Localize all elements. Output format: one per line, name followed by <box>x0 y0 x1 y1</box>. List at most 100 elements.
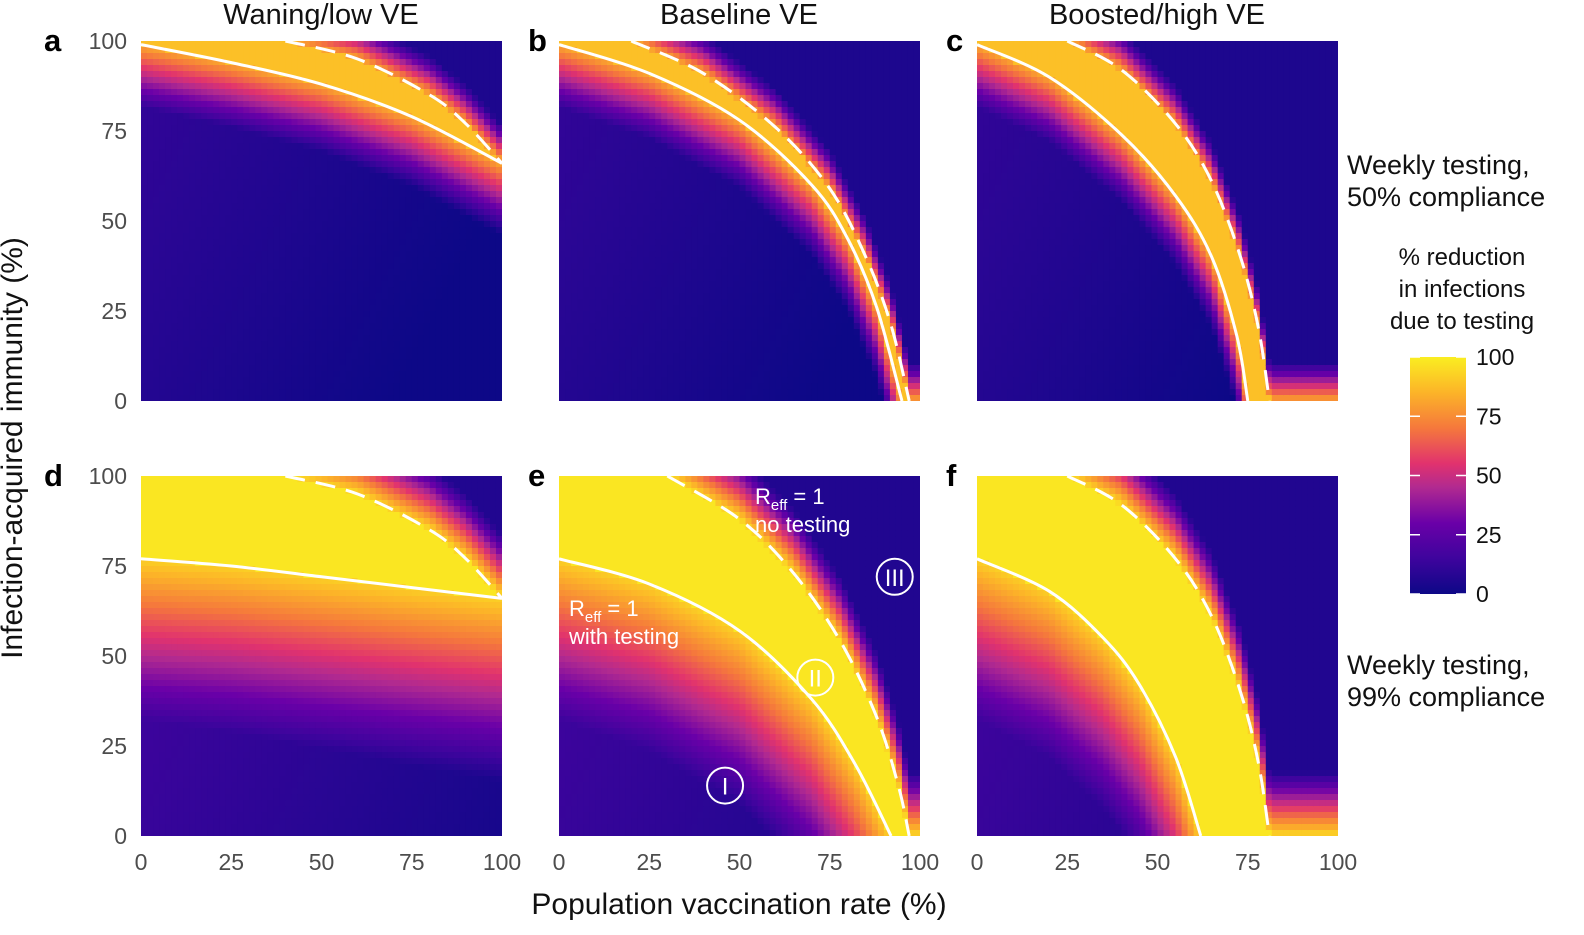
heatmap-cell <box>583 215 590 222</box>
heatmap-cell <box>364 179 371 186</box>
heatmap-cell <box>201 131 208 138</box>
heatmap-cell <box>679 125 686 132</box>
heatmap-cell <box>322 383 329 390</box>
heatmap-cell <box>183 149 190 156</box>
heatmap-cell <box>595 281 602 288</box>
heatmap-cell <box>649 209 656 216</box>
heatmap-cell <box>607 371 614 378</box>
heatmap-cell <box>667 275 674 282</box>
heatmap-cell <box>460 185 467 192</box>
heatmap-cell <box>165 383 172 390</box>
heatmap-cell <box>673 257 680 264</box>
heatmap-cell <box>213 329 220 336</box>
heatmap-cell <box>691 203 698 210</box>
heatmap-cell <box>261 287 268 294</box>
heatmap-cell <box>442 269 449 276</box>
heatmap-cell <box>165 281 172 288</box>
heatmap-cell <box>358 311 365 318</box>
heatmap-cell <box>595 185 602 192</box>
heatmap-cell <box>171 239 178 246</box>
heatmap-cell <box>661 371 668 378</box>
heatmap-cell <box>619 101 626 108</box>
heatmap-cell <box>141 311 148 318</box>
heatmap-cell <box>394 149 401 156</box>
heatmap-cell <box>565 377 572 384</box>
heatmap-cell <box>484 317 491 324</box>
heatmap-cell <box>661 197 668 204</box>
heatmap-cell <box>583 257 590 264</box>
heatmap-cell <box>649 101 656 108</box>
heatmap-cell <box>412 263 419 270</box>
heatmap-cell <box>364 341 371 348</box>
heatmap-cell <box>589 275 596 282</box>
heatmap-cell <box>267 155 274 162</box>
heatmap-cell <box>589 383 596 390</box>
heatmap-cell <box>273 197 280 204</box>
heatmap-cell <box>400 365 407 372</box>
heatmap-cell <box>436 269 443 276</box>
heatmap-cell <box>667 359 674 366</box>
heatmap-cell <box>340 233 347 240</box>
heatmap-cell <box>631 197 638 204</box>
heatmap-cell <box>231 305 238 312</box>
heatmap-cell <box>201 137 208 144</box>
heatmap-cell <box>309 101 316 108</box>
heatmap-cell <box>595 113 602 120</box>
heatmap-cell <box>315 281 322 288</box>
heatmap-cell <box>334 131 341 138</box>
heatmap-cell <box>406 215 413 222</box>
heatmap-cell <box>159 107 166 114</box>
heatmap-cell <box>189 83 196 90</box>
heatmap-cell <box>364 137 371 144</box>
heatmap-cell <box>267 167 274 174</box>
heatmap-cell <box>309 179 316 186</box>
heatmap-cell <box>613 293 620 300</box>
heatmap-cell <box>424 65 431 72</box>
heatmap-cell <box>571 395 578 402</box>
heatmap-cell <box>442 65 449 72</box>
heatmap-cell <box>231 209 238 216</box>
heatmap-cell <box>297 173 304 180</box>
heatmap-cell <box>237 383 244 390</box>
heatmap-cell <box>643 179 650 186</box>
heatmap-cell <box>231 185 238 192</box>
heatmap-cell <box>589 389 596 396</box>
heatmap-cell <box>490 371 497 378</box>
heatmap-cell <box>613 299 620 306</box>
heatmap-cell <box>436 263 443 270</box>
heatmap-cell <box>382 137 389 144</box>
heatmap-cell <box>183 197 190 204</box>
heatmap-cell <box>346 125 353 132</box>
heatmap-cell <box>322 353 329 360</box>
heatmap-cell <box>649 371 656 378</box>
heatmap-cell <box>454 335 461 342</box>
heatmap-cell <box>484 353 491 360</box>
heatmap-cell <box>661 281 668 288</box>
heatmap-cell <box>309 263 316 270</box>
heatmap-cell <box>418 149 425 156</box>
heatmap-cell <box>496 95 503 102</box>
heatmap-cell <box>364 131 371 138</box>
heatmap-cell <box>490 251 497 258</box>
heatmap-cell <box>309 131 316 138</box>
heatmap-cell <box>231 65 238 72</box>
heatmap-cell <box>667 47 674 54</box>
heatmap-cell <box>631 305 638 312</box>
heatmap-cell <box>267 107 274 114</box>
heatmap-cell <box>388 389 395 396</box>
heatmap-cell <box>388 239 395 246</box>
heatmap-cell <box>303 383 310 390</box>
heatmap-cell <box>376 95 383 102</box>
heatmap-cell <box>454 47 461 54</box>
heatmap-cell <box>315 125 322 132</box>
heatmap-cell <box>291 173 298 180</box>
heatmap-cell <box>394 209 401 216</box>
heatmap-cell <box>460 131 467 138</box>
heatmap-cell <box>153 305 160 312</box>
heatmap-cell <box>430 269 437 276</box>
heatmap-cell <box>141 215 148 222</box>
heatmap-cell <box>159 53 166 60</box>
heatmap-cell <box>195 149 202 156</box>
heatmap-cell <box>376 281 383 288</box>
heatmap-cell <box>583 185 590 192</box>
